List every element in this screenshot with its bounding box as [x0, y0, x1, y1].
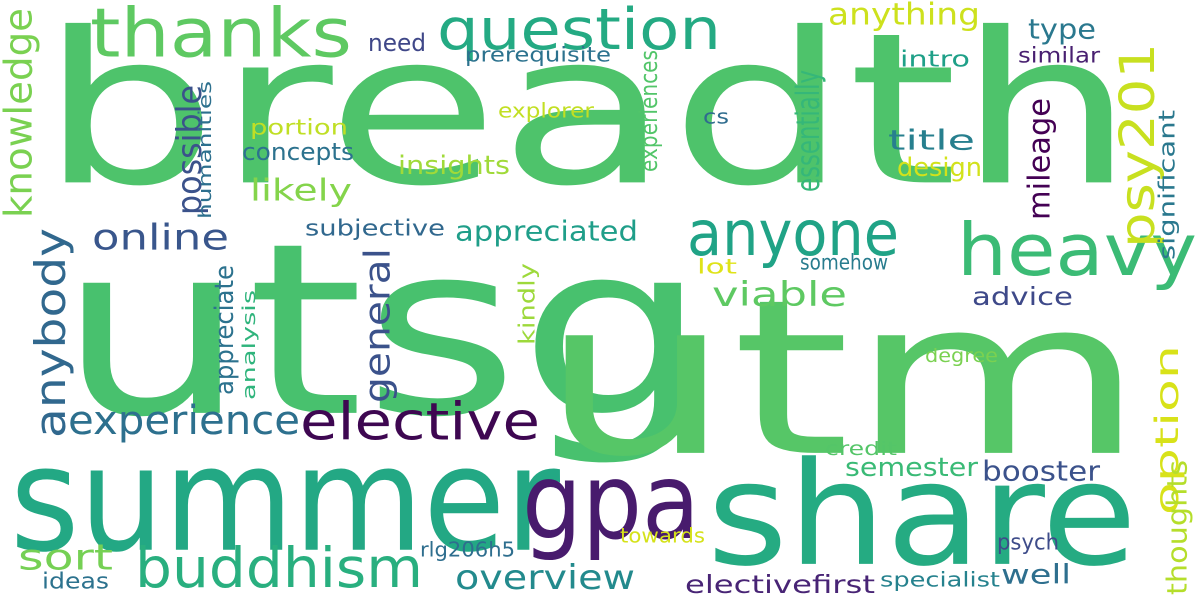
word-utsg: utsg — [58, 192, 708, 470]
word-share: share — [707, 430, 1137, 598]
word-experiences: experiences — [634, 50, 664, 172]
word-general: general — [356, 248, 399, 403]
word-intro: intro — [900, 46, 970, 72]
word-analysis: analysis — [238, 290, 260, 400]
word-knowledge: knowledge — [0, 7, 41, 218]
word-anybody: anybody — [26, 228, 76, 438]
word-concepts: concepts — [242, 137, 354, 167]
word-significant: significant — [1154, 110, 1180, 261]
word-gpa: gpa — [522, 441, 700, 564]
word-rlg206h5: rlg206h5 — [420, 539, 515, 562]
word-specialist: specialist — [880, 569, 1000, 592]
word-humanities: humanities — [194, 81, 216, 219]
word-online: online — [92, 216, 229, 259]
word-question: question — [437, 0, 721, 63]
word-degree: degree — [925, 345, 998, 368]
word-experience: experience — [68, 396, 300, 444]
word-ideas: ideas — [42, 568, 109, 594]
word-viable: viable — [712, 275, 847, 315]
word-explorer: explorer — [498, 100, 594, 123]
word-booster: booster — [982, 454, 1100, 488]
word-similar: similar — [1018, 43, 1100, 68]
word-well: well — [1001, 559, 1071, 591]
word-anything: anything — [828, 0, 980, 33]
word-type: type — [1028, 12, 1096, 46]
word-credit: credit — [825, 438, 897, 461]
word-appreciated: appreciated — [455, 214, 638, 248]
word-prerequisite: prerequisite — [465, 44, 611, 67]
word-sort: sort — [18, 536, 113, 579]
word-anyone: anyone — [687, 197, 899, 270]
word-kindly: kindly — [514, 263, 540, 345]
word-towards: towards — [620, 525, 705, 548]
word-need: need — [368, 28, 426, 58]
word-cs: cs — [703, 106, 729, 129]
word-overview: overview — [455, 558, 635, 598]
word-design: design — [897, 152, 982, 183]
word-elective: elective — [300, 391, 540, 453]
word-breadth: breadth — [40, 0, 1135, 232]
word-psych: psych — [997, 529, 1059, 555]
word-somehow: somehow — [800, 250, 888, 275]
word-heavy: heavy — [957, 208, 1197, 293]
word-summer: summer — [10, 415, 560, 585]
word-electivefirst: electivefirst — [685, 569, 875, 599]
word-lot: lot — [697, 256, 737, 279]
word-thanks: thanks — [90, 0, 352, 74]
word-subjective: subjective — [305, 215, 445, 241]
word-buddhism: buddhism — [135, 535, 423, 600]
word-portion: portion — [250, 115, 348, 140]
word-utm: utm — [540, 253, 1145, 505]
word-insights: insights — [398, 150, 510, 181]
word-essentially: essentially — [789, 70, 827, 192]
word-mileage: mileage — [1022, 98, 1058, 220]
word-advice: advice — [972, 281, 1073, 311]
word-likely: likely — [250, 173, 352, 209]
word-thoughts: thoughts — [1160, 460, 1194, 595]
word-appreciate: appreciate — [209, 265, 240, 395]
word-title: title — [888, 123, 975, 157]
word-semester: semester — [845, 452, 978, 483]
